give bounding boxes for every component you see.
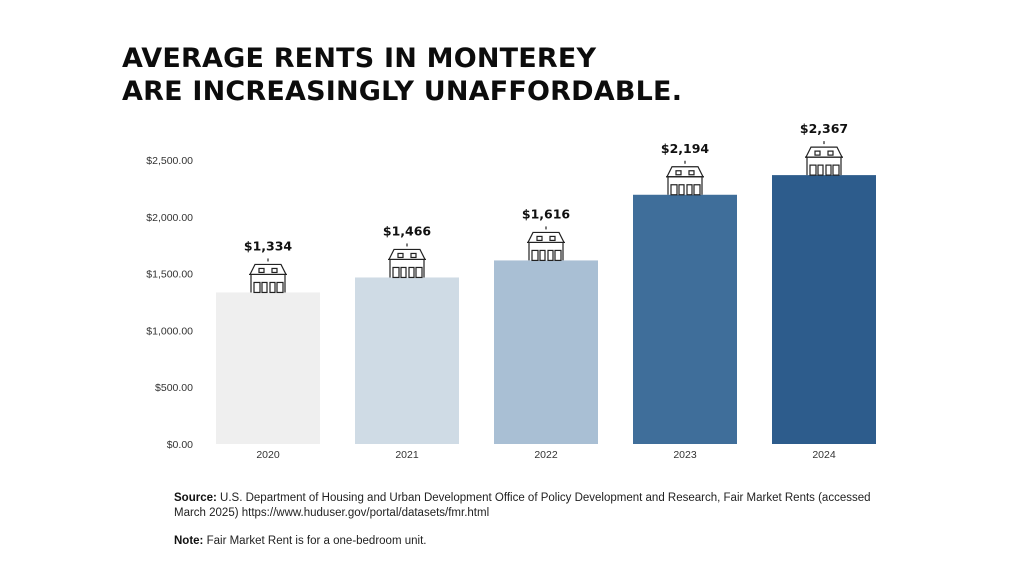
- bar: [355, 277, 459, 444]
- bar: [633, 194, 737, 444]
- source-text: U.S. Department of Housing and Urban Dev…: [174, 492, 871, 519]
- bar: [772, 175, 876, 444]
- note-label: Note:: [174, 535, 204, 547]
- data-label: $1,466: [383, 223, 432, 238]
- y-tick-label: $0.00: [167, 439, 193, 451]
- y-tick-label: $2,500.00: [146, 155, 193, 167]
- footnote: Note: Fair Market Rent is for a one-bedr…: [174, 534, 874, 549]
- data-label: $2,194: [661, 141, 710, 156]
- y-tick-label: $1,500.00: [146, 269, 193, 281]
- data-label: $2,367: [800, 121, 848, 136]
- x-tick-label: 2022: [534, 449, 558, 461]
- chart-footer: Source: U.S. Department of Housing and U…: [174, 491, 874, 562]
- bar: [494, 260, 598, 444]
- house-icon: [249, 258, 287, 294]
- chart-title: AVERAGE RENTS IN MONTEREY ARE INCREASING…: [122, 42, 682, 108]
- source-label: Source:: [174, 492, 217, 504]
- house-icon: [666, 160, 704, 196]
- house-icon: [388, 243, 426, 279]
- house-icon: [805, 141, 843, 176]
- x-tick-label: 2021: [395, 449, 419, 461]
- source-note: Source: U.S. Department of Housing and U…: [174, 491, 874, 521]
- title-line-1: AVERAGE RENTS IN MONTEREY: [122, 43, 597, 74]
- data-label: $1,616: [522, 206, 571, 221]
- x-tick-label: 2023: [673, 449, 697, 461]
- x-tick-label: 2024: [812, 449, 836, 461]
- title-line-2: ARE INCREASINGLY UNAFFORDABLE.: [122, 76, 683, 107]
- y-tick-label: $2,000.00: [146, 212, 193, 224]
- y-tick-label: $500.00: [155, 382, 193, 394]
- data-label: $1,334: [244, 238, 293, 253]
- house-icon: [527, 226, 565, 262]
- bar: [216, 292, 320, 444]
- x-tick-label: 2020: [256, 449, 280, 461]
- note-text: Fair Market Rent is for a one-bedroom un…: [206, 535, 427, 547]
- y-tick-label: $1,000.00: [146, 325, 193, 337]
